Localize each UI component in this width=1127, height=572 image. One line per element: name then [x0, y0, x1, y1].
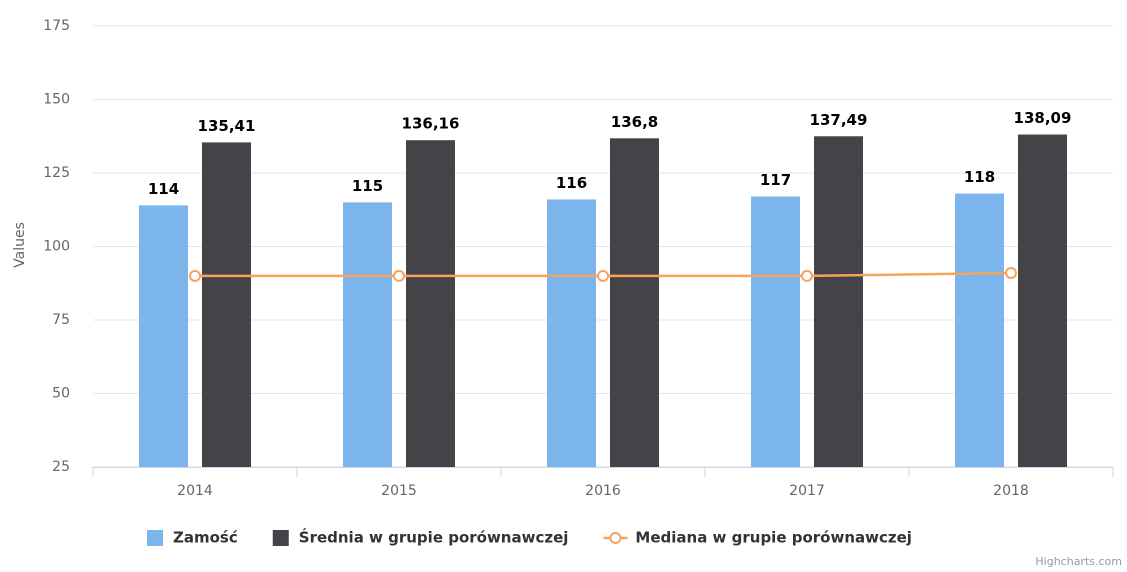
data-label: 137,49: [810, 111, 868, 129]
legend-symbol: [609, 532, 622, 544]
line-point: [1005, 266, 1017, 279]
legend-label[interactable]: Mediana w grupie porównawczej: [635, 529, 912, 547]
legend-symbol: [272, 530, 289, 546]
legend-label[interactable]: Średnia w grupie porównawczej: [299, 528, 569, 547]
y-tick-label: 100: [43, 239, 70, 255]
y-tick-label: 25: [52, 459, 70, 475]
y-axis-title: Values: [12, 222, 28, 268]
bar: [547, 199, 596, 467]
bar: [202, 142, 251, 468]
data-label: 135,41: [198, 117, 256, 135]
y-tick-label: 125: [43, 165, 70, 181]
x-tick-label: 2015: [381, 483, 417, 499]
bar: [955, 193, 1004, 467]
bar: [343, 202, 392, 467]
line-point: [189, 269, 201, 282]
data-label: 138,09: [1014, 109, 1072, 127]
x-tick-label: 2017: [789, 483, 825, 499]
line-point: [801, 269, 813, 282]
data-label: 118: [964, 168, 995, 186]
bar: [610, 138, 659, 468]
bar: [814, 136, 863, 467]
data-label: 136,16: [402, 115, 460, 133]
bar: [1018, 134, 1067, 468]
line-point: [393, 269, 405, 282]
data-label: 115: [352, 177, 383, 195]
bar: [406, 140, 455, 467]
credits[interactable]: Highcharts.com: [1035, 555, 1122, 568]
data-label: 114: [148, 180, 179, 198]
x-tick-label: 2014: [177, 483, 213, 499]
y-tick-label: 175: [43, 18, 70, 34]
y-tick-label: 150: [43, 92, 70, 108]
data-label: 136,8: [611, 113, 658, 131]
data-label: 117: [760, 171, 791, 189]
y-tick-label: 50: [52, 386, 70, 402]
x-tick-label: 2018: [993, 483, 1029, 499]
bar: [751, 196, 800, 467]
x-tick-label: 2016: [585, 483, 621, 499]
data-label: 116: [556, 174, 587, 192]
legend-label[interactable]: Zamość: [173, 529, 238, 547]
line-point: [597, 269, 609, 282]
legend-symbol: [147, 530, 163, 546]
bar: [139, 205, 188, 467]
y-tick-label: 75: [52, 312, 70, 328]
